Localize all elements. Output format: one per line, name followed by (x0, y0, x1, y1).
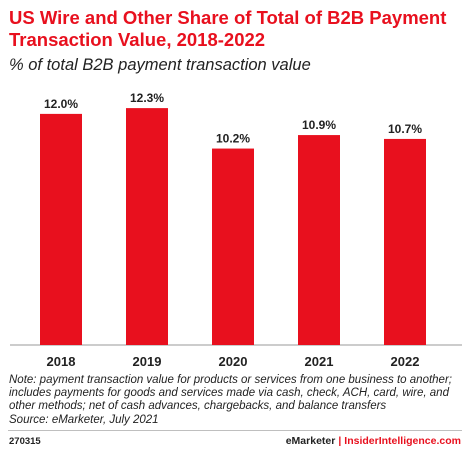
source-text: Source: eMarketer, July 2021 (9, 413, 159, 426)
bar-2018 (40, 113, 82, 345)
bar-2021 (298, 135, 340, 345)
bar-2020 (212, 148, 254, 345)
bar-chart: 12.0% 12.3% 10.2% 10.9% 10.7% 2018 2019 2020 20… (10, 91, 462, 369)
x-tick-2021: 2021 (305, 354, 334, 369)
data-label-2020: 10.2% (216, 132, 250, 146)
x-tick-2020: 2020 (219, 354, 248, 369)
x-tick-2019: 2019 (133, 354, 162, 369)
data-label-2019: 12.3% (130, 91, 164, 105)
bar-2022 (384, 138, 426, 345)
chart-subtitle: % of total B2B payment transaction value (9, 56, 311, 74)
brand-emarketer: eMarketer (285, 435, 336, 447)
brand-insider-intelligence: InsiderIntelligence.com (344, 435, 461, 447)
data-label-2018: 12.0% (44, 97, 78, 111)
footer-brand: eMarketer | InsiderIntelligence.com (286, 435, 461, 447)
chart-title: US Wire and Other Share of Total of B2B … (9, 7, 447, 50)
footer-divider (8, 430, 462, 431)
bar-2019 (126, 108, 168, 345)
x-tick-2018: 2018 (47, 354, 76, 369)
data-label-2021: 10.9% (302, 118, 336, 132)
chart-note: Note: payment transaction value for prod… (9, 374, 469, 427)
data-label-2022: 10.7% (388, 122, 422, 136)
chart-id: 270315 (9, 436, 41, 447)
note-text: Note: payment transaction value for prod… (9, 374, 452, 413)
brand-separator: | (338, 435, 342, 447)
x-tick-2022: 2022 (391, 354, 420, 369)
